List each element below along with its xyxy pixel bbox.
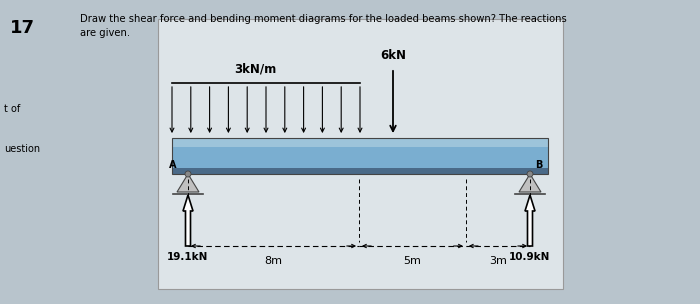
Bar <box>158 19 563 289</box>
Text: t of: t of <box>4 104 20 114</box>
Circle shape <box>527 171 533 177</box>
Text: 5m: 5m <box>403 256 421 266</box>
Text: uestion: uestion <box>4 144 40 154</box>
Polygon shape <box>519 174 541 192</box>
Text: 3kN/m: 3kN/m <box>234 62 276 75</box>
Text: 3m: 3m <box>489 256 507 266</box>
Polygon shape <box>177 174 199 192</box>
Text: 8m: 8m <box>265 256 283 266</box>
Text: 17: 17 <box>10 19 35 37</box>
Bar <box>172 168 548 174</box>
Bar <box>172 138 548 174</box>
Text: 10.9kN: 10.9kN <box>510 252 551 262</box>
Text: 19.1kN: 19.1kN <box>167 252 209 262</box>
Bar <box>172 144 548 168</box>
Text: B: B <box>535 160 542 170</box>
Text: are given.: are given. <box>80 28 130 38</box>
Polygon shape <box>183 195 193 246</box>
Text: Draw the shear force and bending moment diagrams for the loaded beams shown? The: Draw the shear force and bending moment … <box>80 14 567 24</box>
Polygon shape <box>525 195 535 246</box>
Text: 6kN: 6kN <box>380 49 406 62</box>
Bar <box>172 138 548 147</box>
Circle shape <box>185 171 191 177</box>
Text: A: A <box>169 160 176 170</box>
